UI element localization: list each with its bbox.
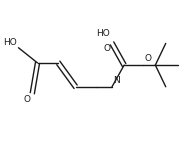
Text: N: N [113, 76, 120, 85]
Text: HO: HO [97, 29, 110, 38]
Text: O: O [103, 44, 110, 53]
Text: HO: HO [3, 38, 17, 47]
Text: O: O [24, 95, 31, 104]
Text: O: O [144, 54, 151, 63]
